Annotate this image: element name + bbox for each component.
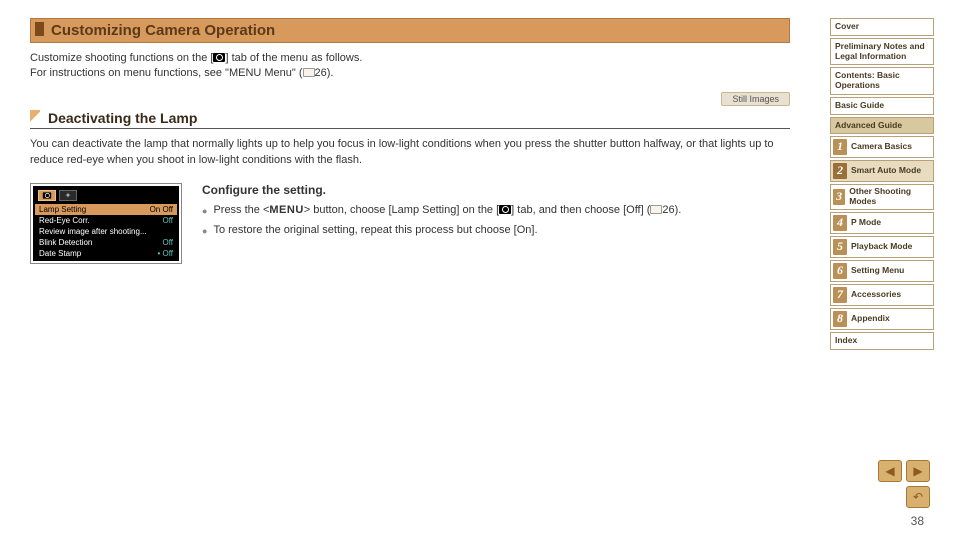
chapter-label: Playback Mode [851, 242, 912, 252]
chapter-label: Accessories [851, 290, 901, 300]
menu-glyph: MENU [269, 204, 303, 216]
chapter-number: 4 [833, 215, 847, 231]
chapter-label: Appendix [851, 314, 890, 324]
section-paragraph: You can deactivate the lamp that normall… [30, 137, 790, 169]
camera-lcd-screenshot: ✦ Lamp SettingOn OffRed-Eye Corr.OffRevi… [30, 183, 182, 264]
bullet-2: To restore the original setting, repeat … [202, 223, 790, 239]
chapter-number: 6 [833, 263, 847, 279]
nav-chapter-3[interactable]: 3Other Shooting Modes [830, 184, 934, 210]
still-images-tag: Still Images [721, 92, 790, 106]
chapter-number: 5 [833, 239, 847, 255]
intro-ref: 26). [315, 67, 334, 79]
chapter-label: Other Shooting Modes [849, 187, 929, 207]
page-nav-buttons: ◀ ▶ ↶ [874, 460, 930, 508]
camera-icon [213, 53, 225, 62]
intro-b: ] tab of the menu as follows. [225, 52, 362, 64]
nav-prelim[interactable]: Preliminary Notes and Legal Information [830, 38, 934, 66]
return-button[interactable]: ↶ [906, 486, 930, 508]
chapter-number: 7 [833, 287, 847, 303]
nav-chapter-1[interactable]: 1 Camera Basics [830, 136, 934, 158]
nav-contents[interactable]: Contents: Basic Operations [830, 67, 934, 95]
page-number: 38 [911, 514, 924, 528]
nav-chapter-2[interactable]: 2 Smart Auto Mode [830, 160, 934, 182]
lcd-row: Lamp SettingOn Off [35, 204, 177, 215]
heading-1: Customizing Camera Operation [30, 18, 790, 43]
lcd-row: Review image after shooting... [35, 226, 177, 237]
lcd-row: Date Stamp• Off [35, 248, 177, 259]
nav-chapter-6[interactable]: 6 Setting Menu [830, 260, 934, 282]
prev-page-button[interactable]: ◀ [878, 460, 902, 482]
lcd-tab-camera [38, 190, 56, 201]
chapter-number: 2 [833, 163, 847, 179]
bullet-1: Press the <MENU> button, choose [Lamp Se… [202, 203, 790, 219]
intro-a: Customize shooting functions on the [ [30, 52, 213, 64]
nav-basic-guide[interactable]: Basic Guide [830, 97, 934, 115]
lcd-row: Red-Eye Corr.Off [35, 215, 177, 226]
chapter-number: 3 [833, 189, 845, 205]
main-content: Customizing Camera Operation Customize s… [30, 18, 830, 352]
next-page-button[interactable]: ▶ [906, 460, 930, 482]
nav-chapter-5[interactable]: 5 Playback Mode [830, 236, 934, 258]
step-title: Configure the setting. [202, 183, 790, 197]
camera-icon [499, 205, 511, 214]
chapter-label: P Mode [851, 218, 881, 228]
book-icon [650, 205, 662, 214]
book-icon [303, 68, 315, 77]
nav-cover[interactable]: Cover [830, 18, 934, 36]
nav-chapter-4[interactable]: 4 P Mode [830, 212, 934, 234]
lcd-row: Blink DetectionOff [35, 237, 177, 248]
nav-chapter-8[interactable]: 8 Appendix [830, 308, 934, 330]
lcd-tab-tools: ✦ [59, 190, 77, 201]
nav-chapter-7[interactable]: 7 Accessories [830, 284, 934, 306]
heading-2: Deactivating the Lamp [30, 108, 790, 129]
chapter-number: 8 [833, 311, 847, 327]
chapter-label: Smart Auto Mode [851, 166, 921, 176]
sidebar-nav: Cover Preliminary Notes and Legal Inform… [830, 18, 934, 352]
nav-index[interactable]: Index [830, 332, 934, 350]
media-tag-row: Still Images [30, 92, 790, 106]
intro-text: Customize shooting functions on the [ ] t… [30, 51, 790, 82]
chapter-label: Setting Menu [851, 266, 904, 276]
step-block: ✦ Lamp SettingOn OffRed-Eye Corr.OffRevi… [30, 183, 790, 264]
nav-advanced-guide[interactable]: Advanced Guide [830, 117, 934, 135]
chapter-label: Camera Basics [851, 142, 912, 152]
intro-c: For instructions on menu functions, see … [30, 67, 303, 79]
chapter-number: 1 [833, 139, 847, 155]
